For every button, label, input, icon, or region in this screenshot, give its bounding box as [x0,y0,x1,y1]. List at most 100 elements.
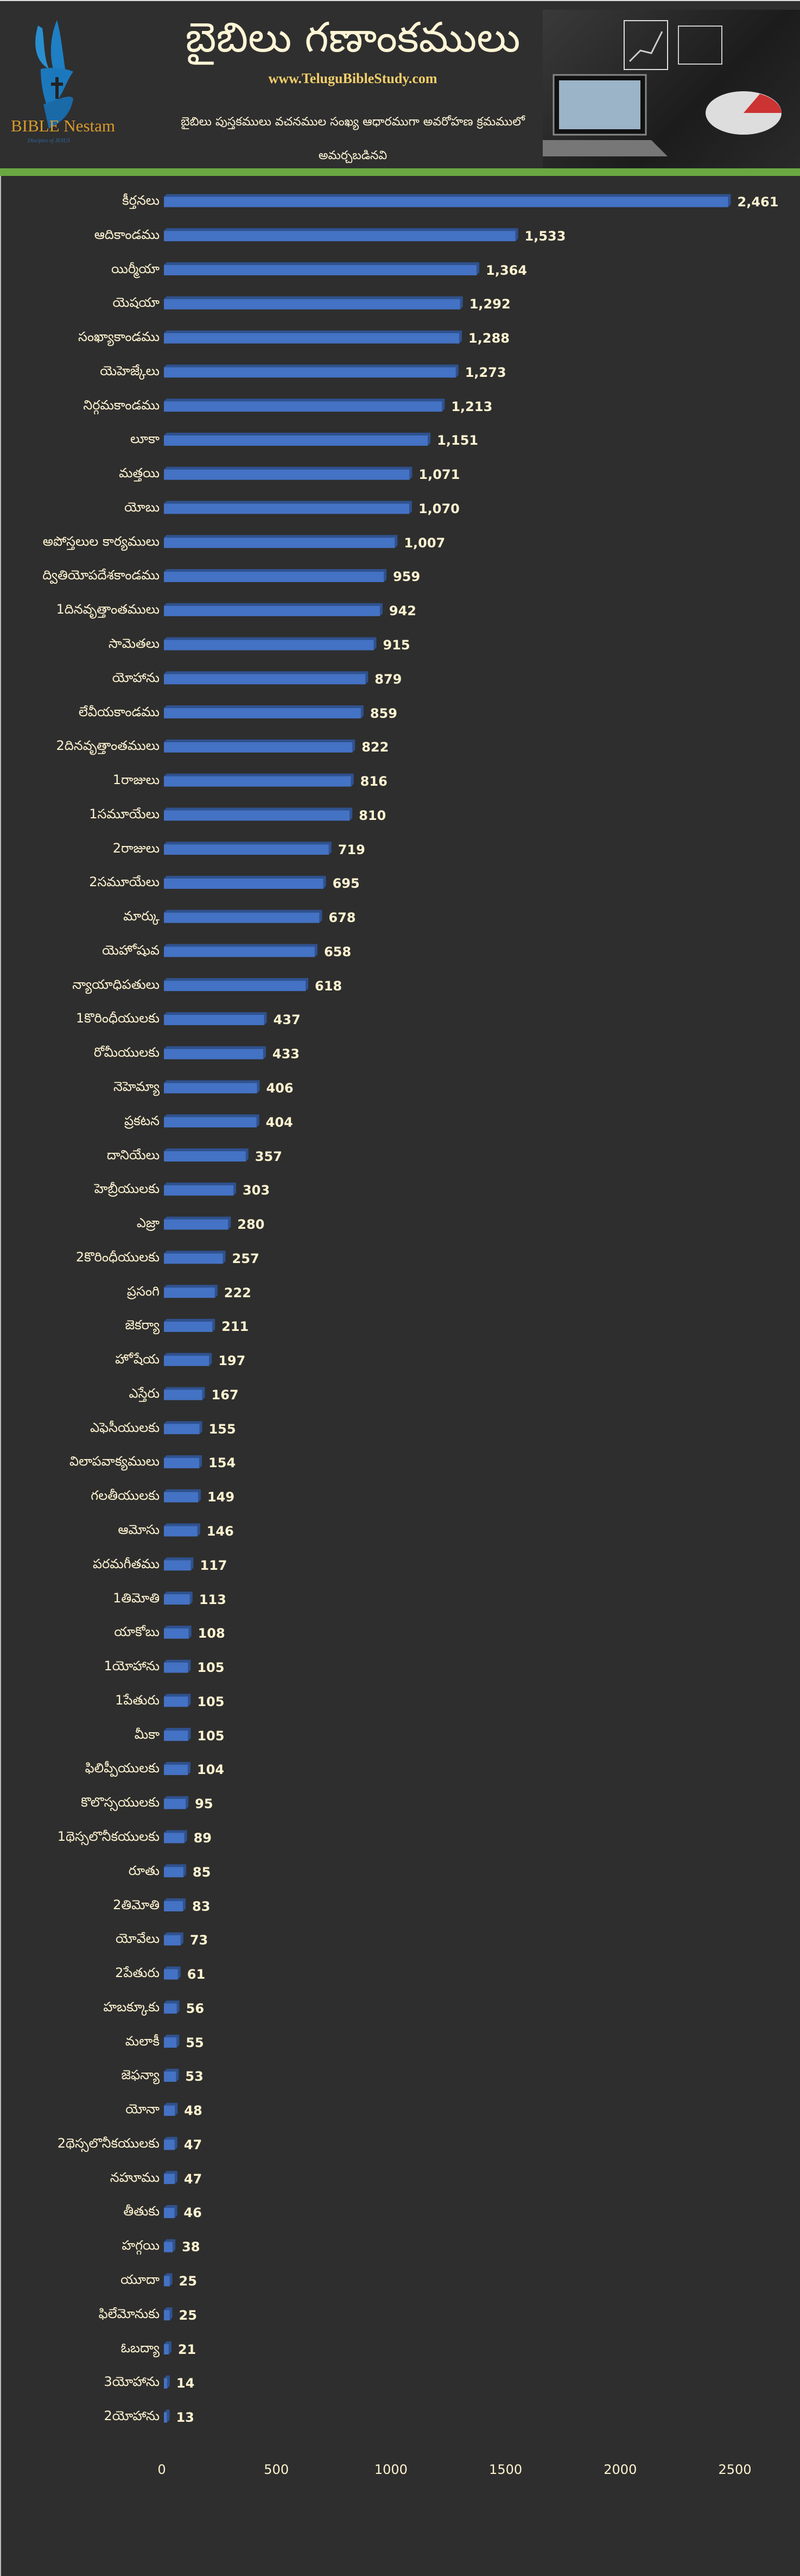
value-label: 117 [200,1557,227,1573]
bar-top [164,1216,231,1220]
bar-top [164,228,518,231]
bar-side [263,1046,266,1059]
bar-side [186,1796,189,1809]
value-label: 1,364 [486,262,528,278]
bar [164,1353,212,1366]
value-label: 618 [315,978,342,994]
value-label: 149 [207,1489,235,1505]
bar [164,2273,173,2287]
value-label: 167 [211,1387,239,1403]
bar-top [164,875,326,879]
value-label: 73 [189,1933,208,1948]
category-label: ఫిలేమోనుకు [98,2306,160,2321]
value-label: 14 [176,2376,195,2391]
bar [164,739,355,753]
bar-front [164,367,456,378]
value-label: 810 [359,807,386,823]
bar-front [164,197,728,207]
category-label: యోనా [125,2101,160,2117]
bar-front [164,912,320,923]
bar [164,671,369,685]
bar-front [164,2071,176,2082]
bar-front [164,333,460,344]
bar-front [164,1594,190,1605]
bar-front [164,1662,188,1673]
bar-front [164,1969,178,1980]
bar-top [164,1557,194,1561]
bar-front [164,1764,188,1775]
bar-side [214,1285,218,1298]
bar-side [188,1659,191,1673]
x-tick-label: 0 [157,2462,166,2477]
bar [164,1182,236,1196]
bar-top [164,739,355,742]
bar-front [164,1083,257,1094]
category-label: ఓబద్యా [120,2340,160,2356]
bar [164,1455,202,1468]
bar-front [164,299,460,310]
bar [164,910,322,923]
bar-top [164,399,445,402]
bar-front [164,742,353,753]
bar-top [164,1830,187,1833]
bar-top [164,1080,260,1083]
x-tick-label: 1500 [489,2462,523,2477]
value-label: 47 [183,2137,202,2152]
divider [0,168,800,176]
bar-top [164,2375,170,2378]
category-label: జెఫన్యా [121,2067,160,2083]
bar-side [352,739,355,753]
bar-front [164,674,366,685]
bar [164,2239,176,2252]
category-label: 1తిమోతి [113,1590,160,1606]
website-link[interactable]: www.TeluguBibleStudy.com [268,71,437,86]
bar-top [164,1421,202,1424]
bar [164,2035,180,2048]
bar-front [164,878,323,889]
value-label: 46 [183,2205,202,2221]
category-label: ప్రసంగి [126,1283,160,1299]
bar-front [164,776,351,787]
bar-side [176,2035,180,2048]
category-label: యోవేలు [116,1931,160,1947]
bar-top [164,2171,177,2174]
bar-front [164,1492,198,1502]
bar [164,1285,218,1298]
value-label: 105 [197,1694,225,1709]
category-label: నెహెమ్యా [113,1079,160,1095]
bar-front [164,1833,185,1843]
bar-side [384,569,387,582]
value-label: 104 [196,1762,225,1778]
bar-top [164,1489,201,1492]
bar-front [164,1901,183,1911]
value-label: 1,533 [524,228,566,244]
bar-side [188,1625,192,1639]
bar-front [164,2242,173,2252]
value-label: 146 [206,1524,234,1539]
category-label: 2రాజులు [112,840,160,856]
category-label: హగ్గయి [122,2238,160,2253]
header-banner: BIBLE Nestam Disciples of JESUS బైబిలు గ… [0,0,800,168]
value-label: 108 [198,1626,225,1641]
bar [164,1012,267,1025]
bar [164,2307,173,2321]
value-label: 437 [273,1012,301,1028]
bar-side [228,1216,231,1230]
bar [164,637,377,651]
category-label: హెబ్రీయులకు [94,1181,160,1197]
bar [164,2171,177,2184]
bar-front [164,2037,177,2048]
bar-side [379,603,383,616]
category-label: 1దినవృత్తాంతములు [56,602,160,617]
bar [164,1489,201,1502]
value-label: 1,151 [437,433,479,449]
bar-chart: కీర్తనలు 2,461 ఆదికాండము 1,533 యిర్మీయా 1,364… [0,176,800,2576]
category-label: పరమగీతము [92,1556,160,1571]
value-label: 95 [195,1796,213,1812]
bar-front [164,2378,167,2389]
bar [164,1592,193,1605]
value-label: 85 [192,1864,211,1880]
value-label: 48 [184,2103,202,2119]
bar-side [256,1114,259,1128]
bar [164,2137,177,2150]
